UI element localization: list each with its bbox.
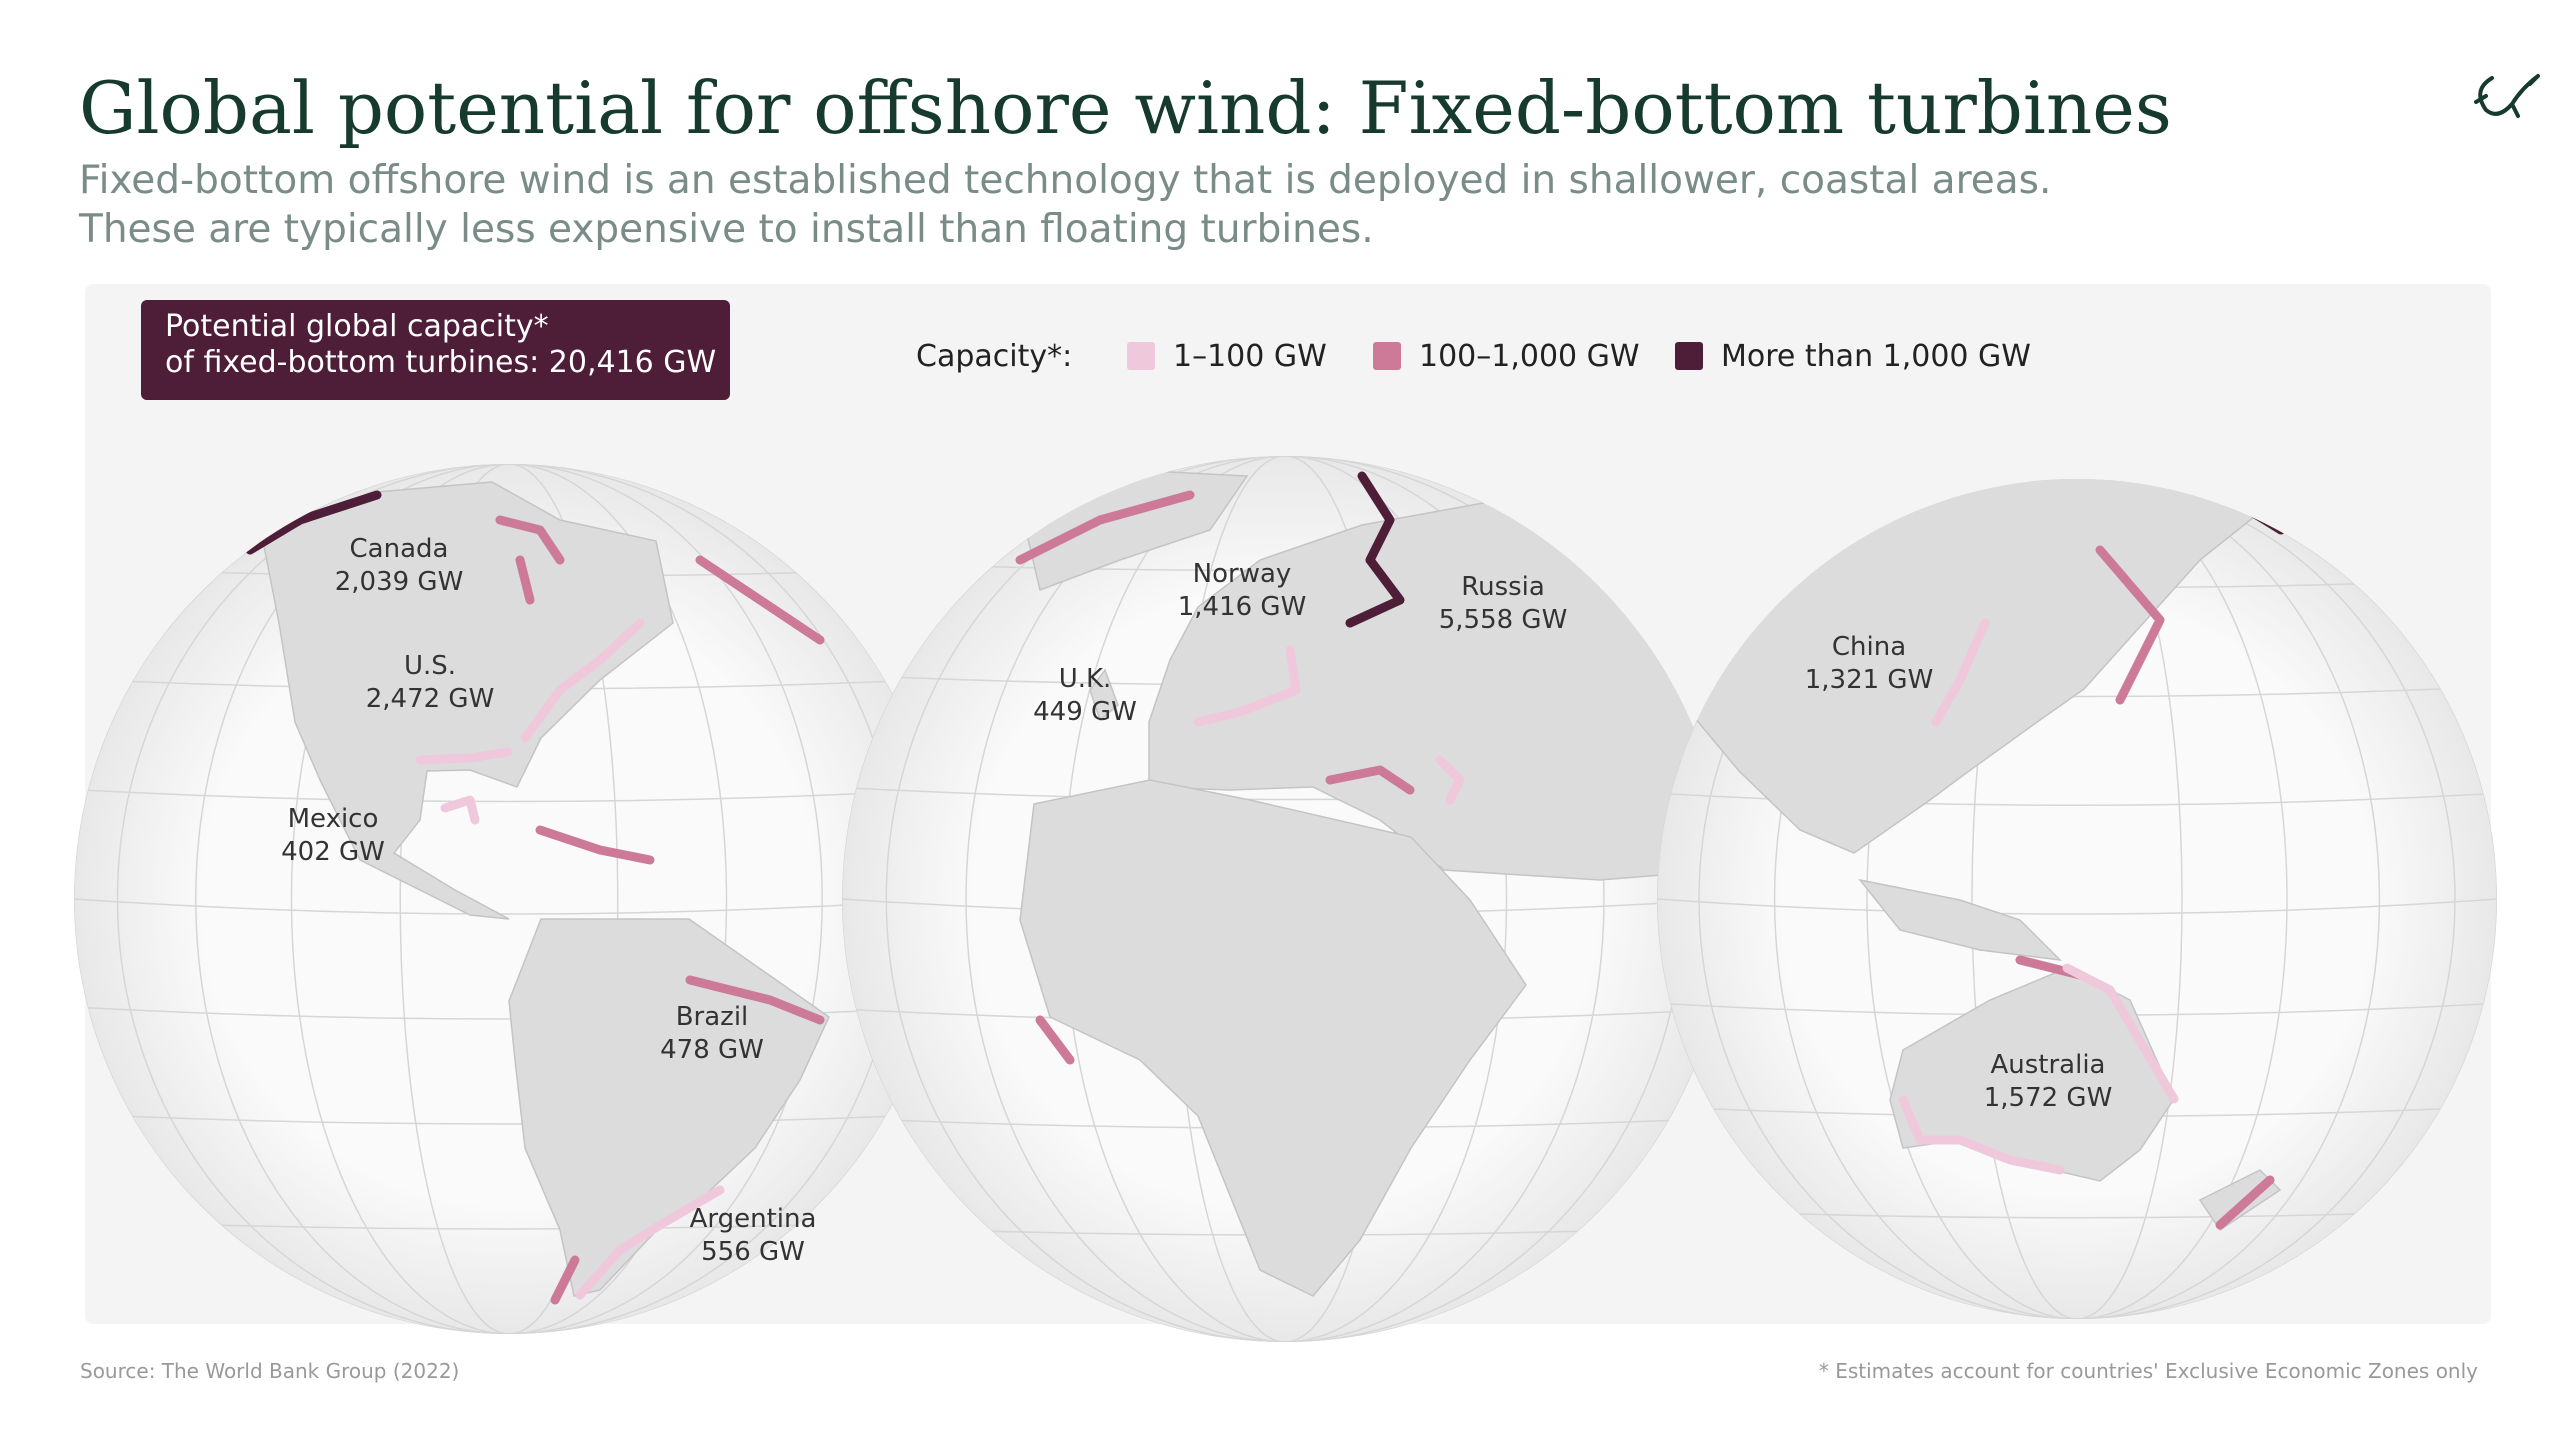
legend-label: More than 1,000 GW <box>1721 339 2031 374</box>
coastline-capacity <box>1193 645 1301 727</box>
coastline-capacity <box>520 618 645 743</box>
country-name: Mexico <box>288 804 379 834</box>
parallel <box>1657 898 2497 915</box>
meridian <box>1773 479 2381 1319</box>
coastline-capacity <box>1325 765 1415 795</box>
coastline-capacity <box>575 1185 725 1300</box>
coastline-capacity <box>1035 1015 1075 1065</box>
country-capacity: 1,416 GW <box>1178 592 1307 622</box>
source: Source: The World Bank Group (2022) <box>80 1359 459 1383</box>
coastline-capacity <box>440 795 480 825</box>
globes <box>74 456 2497 1342</box>
country-capacity: 556 GW <box>701 1237 805 1267</box>
coastline-capacity <box>1015 490 1195 565</box>
meridian <box>1866 479 2288 1319</box>
title: Global potential for offshore wind: Fixe… <box>79 66 2172 150</box>
coastline-capacity <box>1435 755 1465 805</box>
legend-swatch <box>1373 342 1401 370</box>
logo <box>2474 74 2540 118</box>
coastline-capacity <box>415 747 513 765</box>
meridian <box>195 464 823 1334</box>
parallel <box>74 898 944 915</box>
coastline-capacity <box>2062 963 2179 1104</box>
country-capacity: 2,039 GW <box>335 567 464 597</box>
country-capacity: 1,572 GW <box>1984 1083 2113 1113</box>
coastline-capacity <box>685 975 825 1025</box>
coastline-capacity <box>495 515 565 565</box>
globe-americas <box>74 464 944 1334</box>
country-capacity: 1,321 GW <box>1805 665 1934 695</box>
country-capacity: 449 GW <box>1033 697 1137 727</box>
graticule <box>74 464 944 1334</box>
meridian <box>290 464 728 1334</box>
country-name: Russia <box>1461 572 1545 602</box>
country-name: Norway <box>1193 559 1292 589</box>
coastline-capacity <box>2095 545 2165 705</box>
coastline-capacity <box>550 1255 580 1305</box>
coastline-capacity <box>515 555 535 605</box>
legend-label: 1–100 GW <box>1173 339 1327 374</box>
coastline-capacity <box>245 490 382 555</box>
coastline-capacity <box>2215 1175 2275 1230</box>
parallel <box>1799 1213 2355 1219</box>
country-name: U.S. <box>404 651 456 681</box>
coastline-capacity <box>535 825 655 865</box>
coastline-capacity <box>1345 471 1405 628</box>
country-name: China <box>1832 632 1906 662</box>
legend-swatch <box>1675 342 1703 370</box>
country-name: Australia <box>1990 1050 2105 1080</box>
country-name: Argentina <box>690 1204 817 1234</box>
legend-swatch <box>1127 342 1155 370</box>
total-callout <box>141 300 730 400</box>
meridian <box>1698 479 2456 1319</box>
country-capacity: 478 GW <box>660 1035 764 1065</box>
callout-text: Potential global capacity* <box>165 309 549 344</box>
footnote: * Estimates account for countries' Exclu… <box>1819 1359 2478 1383</box>
globe-asia-pacific <box>1657 479 2497 1319</box>
country-capacity: 5,558 GW <box>1439 605 1568 635</box>
country-name: Canada <box>350 534 449 564</box>
legend-label: 100–1,000 GW <box>1419 339 1640 374</box>
meridian <box>1971 479 2183 1319</box>
parallel <box>132 1115 886 1125</box>
country-capacity: 2,472 GW <box>366 684 495 714</box>
subtitle: Fixed-bottom offshore wind is an establi… <box>79 158 2051 203</box>
coastline-capacity <box>1931 618 1990 727</box>
coastline-capacity <box>695 555 825 645</box>
country-name: Brazil <box>676 1002 749 1032</box>
callout-text: of fixed-bottom turbines: 20,416 GW <box>165 345 716 380</box>
coastline-capacity <box>1898 1095 2065 1175</box>
country-name: U.K. <box>1059 664 1112 694</box>
parallel <box>221 1224 797 1230</box>
parallel <box>87 789 931 803</box>
meridian <box>965 456 1605 1342</box>
country-capacity: 402 GW <box>281 837 385 867</box>
meridian <box>399 464 619 1334</box>
globe-europe-africa <box>842 456 1728 1342</box>
legend-title: Capacity*: <box>916 339 1072 374</box>
subtitle: These are typically less expensive to in… <box>78 207 1374 252</box>
legend: Capacity*: 1–100 GW 100–1,000 GW More than… <box>916 339 2031 374</box>
